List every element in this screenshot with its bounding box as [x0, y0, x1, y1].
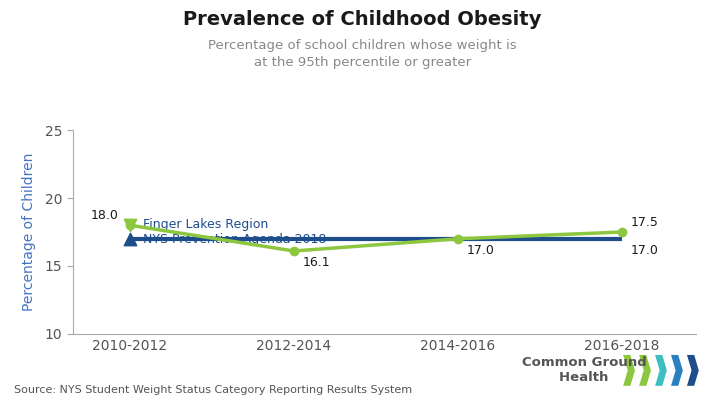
Text: Percentage of school children whose weight is
at the 95th percentile or greater: Percentage of school children whose weig… — [208, 39, 517, 69]
Y-axis label: Percentage of Children: Percentage of Children — [22, 153, 36, 311]
Text: NYS Prevention Agenda 2018: NYS Prevention Agenda 2018 — [143, 233, 326, 246]
Text: Source: NYS Student Weight Status Category Reporting Results System: Source: NYS Student Weight Status Catego… — [14, 385, 413, 395]
Point — [124, 222, 136, 228]
Text: 16.1: 16.1 — [302, 256, 330, 269]
Text: Finger Lakes Region: Finger Lakes Region — [143, 218, 268, 231]
Text: Prevalence of Childhood Obesity: Prevalence of Childhood Obesity — [183, 10, 542, 29]
Text: 17.0: 17.0 — [466, 243, 494, 256]
Point — [124, 236, 136, 242]
Text: 17.5: 17.5 — [630, 216, 658, 229]
Text: 18.0: 18.0 — [91, 209, 118, 222]
Text: 17.0: 17.0 — [630, 243, 658, 256]
Text: Common Ground
        Health: Common Ground Health — [522, 357, 647, 384]
